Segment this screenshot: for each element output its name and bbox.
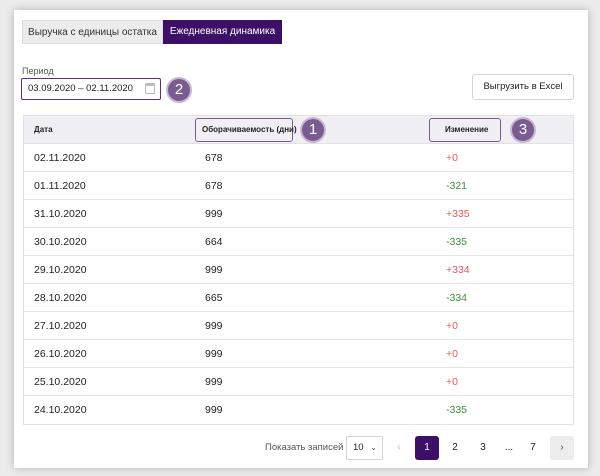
cell-date: 02.11.2020 <box>34 152 86 164</box>
date-range-input[interactable]: 03.09.2020 – 02.11.2020 <box>21 78 161 100</box>
prev-page-button[interactable]: ‹ <box>397 442 401 453</box>
cell-change: +0 <box>446 152 458 164</box>
tab-bar: Выручка с единицы остатка Ежедневная дин… <box>22 20 282 44</box>
cell-turnover: 678 <box>205 180 223 192</box>
table-row: 26.10.2020 999 +0 <box>24 340 573 368</box>
cell-date: 28.10.2020 <box>34 292 87 304</box>
table-row: 28.10.2020 665 -334 <box>24 284 573 312</box>
calendar-icon[interactable] <box>145 83 155 94</box>
header-change: Изменение <box>445 125 489 134</box>
cell-change: -335 <box>446 404 468 416</box>
page-size-select[interactable]: 10 ⌄ <box>346 436 383 460</box>
cell-change: +0 <box>446 376 458 388</box>
cell-date: 27.10.2020 <box>34 320 87 332</box>
cell-turnover: 999 <box>205 320 223 332</box>
cell-change: -335 <box>446 236 468 248</box>
page-button-7[interactable]: 7 <box>530 442 536 453</box>
page-ellipsis: ... <box>504 442 514 453</box>
cell-change: +334 <box>446 264 470 276</box>
page-button-3[interactable]: 3 <box>480 442 486 453</box>
cell-date: 25.10.2020 <box>34 376 87 388</box>
cell-date: 31.10.2020 <box>34 208 87 220</box>
cell-turnover: 664 <box>205 236 223 248</box>
cell-turnover: 999 <box>205 404 223 416</box>
cell-turnover: 999 <box>205 264 223 276</box>
cell-date: 30.10.2020 <box>34 236 87 248</box>
page-button-1[interactable]: 1 <box>415 436 439 460</box>
table-row: 02.11.2020 678 +0 <box>24 144 573 172</box>
cell-date: 01.11.2020 <box>34 180 86 192</box>
cell-turnover: 999 <box>205 208 223 220</box>
header-highlight-change <box>429 118 501 142</box>
cell-date: 24.10.2020 <box>34 404 87 416</box>
cell-change: +0 <box>446 320 458 332</box>
export-excel-button[interactable]: Выгрузить в Excel <box>472 74 574 100</box>
cell-turnover: 999 <box>205 348 223 360</box>
header-highlight-turnover <box>195 118 293 142</box>
callout-badge-2: 2 <box>166 77 192 103</box>
chevron-down-icon: ⌄ <box>370 443 377 452</box>
table-row: 31.10.2020 999 +335 <box>24 200 573 228</box>
table-row: 27.10.2020 999 +0 <box>24 312 573 340</box>
callout-badge-1: 1 <box>300 117 326 143</box>
cell-turnover: 678 <box>205 152 223 164</box>
cell-change: +0 <box>446 348 458 360</box>
next-page-button[interactable]: › <box>550 436 574 460</box>
page-size-value: 10 <box>353 442 364 453</box>
turnover-card: Выручка с единицы остатка Ежедневная дин… <box>14 10 588 468</box>
table-header: Дата Оборачиваемость (дни) Изменение 1 3 <box>24 116 573 144</box>
cell-change: -321 <box>446 180 468 192</box>
callout-badge-3: 3 <box>510 117 536 143</box>
cell-turnover: 665 <box>205 292 223 304</box>
cell-turnover: 999 <box>205 376 223 388</box>
date-range-value: 03.09.2020 – 02.11.2020 <box>28 83 133 94</box>
table-body: 02.11.2020 678 +0 01.11.2020 678 -321 31.10.20… <box>24 144 573 424</box>
table-row: 29.10.2020 999 +334 <box>24 256 573 284</box>
tab-daily-dynamics[interactable]: Ежедневная динамика <box>163 20 282 44</box>
cell-date: 26.10.2020 <box>34 348 87 360</box>
pagination: Показать записей 10 ⌄ ‹ 1 2 3 ... 7 › <box>14 435 588 461</box>
table-row: 25.10.2020 999 +0 <box>24 368 573 396</box>
header-turnover: Оборачиваемость (дни) <box>202 125 297 134</box>
table-row: 01.11.2020 678 -321 <box>24 172 573 200</box>
table-row: 30.10.2020 664 -335 <box>24 228 573 256</box>
header-date: Дата <box>34 125 53 134</box>
dynamics-table: Дата Оборачиваемость (дни) Изменение 1 3… <box>23 115 574 425</box>
cell-change: -334 <box>446 292 468 304</box>
table-row: 24.10.2020 999 -335 <box>24 396 573 424</box>
page-button-2[interactable]: 2 <box>452 442 458 453</box>
tab-revenue-per-unit[interactable]: Выручка с единицы остатка <box>22 20 163 44</box>
period-label: Период <box>22 66 54 76</box>
cell-date: 29.10.2020 <box>34 264 87 276</box>
cell-change: +335 <box>446 208 470 220</box>
page-size-label: Показать записей <box>265 442 344 453</box>
